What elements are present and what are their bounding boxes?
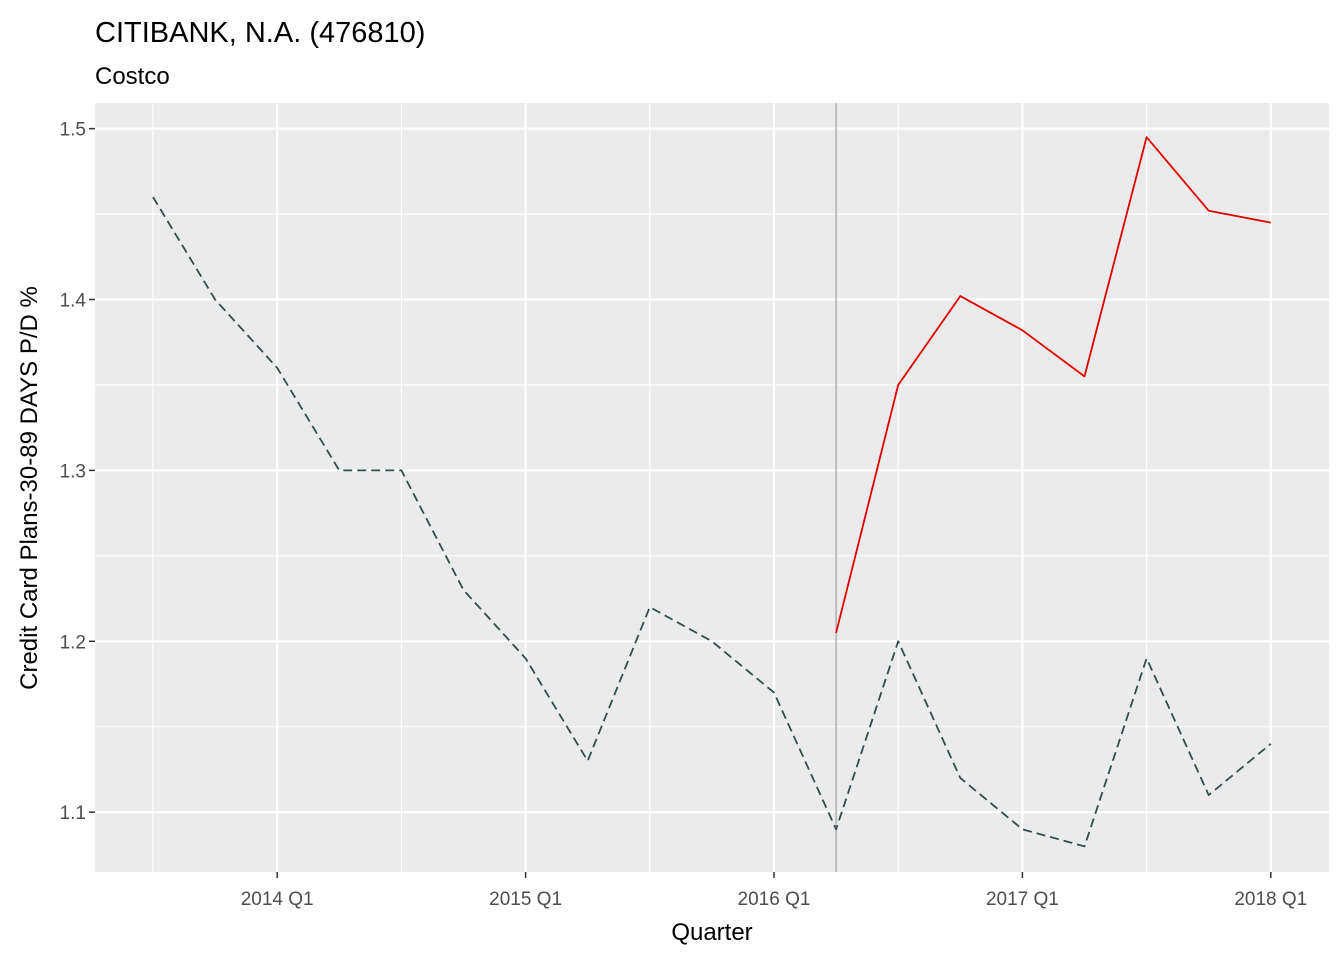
y-tick-label: 1.5 <box>60 120 86 141</box>
y-tick-label: 1.1 <box>60 803 86 824</box>
y-axis-label: Credit Card Plans-30-89 DAYS P/D % <box>16 286 43 690</box>
grid-lines <box>95 103 1329 872</box>
chart-title: CITIBANK, N.A. (476810) <box>95 17 425 49</box>
x-tick-label: 2016 Q1 <box>738 889 811 910</box>
x-axis-label: Quarter <box>671 919 752 946</box>
y-tick-label: 1.2 <box>60 632 86 653</box>
series-group <box>152 136 1272 848</box>
x-tick-label: 2014 Q1 <box>241 889 314 910</box>
y-tick-label: 1.3 <box>60 461 86 482</box>
chart-subtitle: Costco <box>95 63 170 90</box>
tick-group: 1.1 1.2 1.3 1.4 1.5 2014 Q1 2015 Q1 2016 Q1 2017… <box>60 120 1308 910</box>
plot-panel <box>95 103 1329 872</box>
x-tick-label: 2018 Q1 <box>1234 889 1307 910</box>
x-tick-label: 2015 Q1 <box>489 889 562 910</box>
x-tick-label: 2017 Q1 <box>986 889 1059 910</box>
y-tick-label: 1.4 <box>60 291 87 312</box>
series-line-solid <box>835 136 1271 634</box>
series-line-dashed <box>152 196 1272 848</box>
